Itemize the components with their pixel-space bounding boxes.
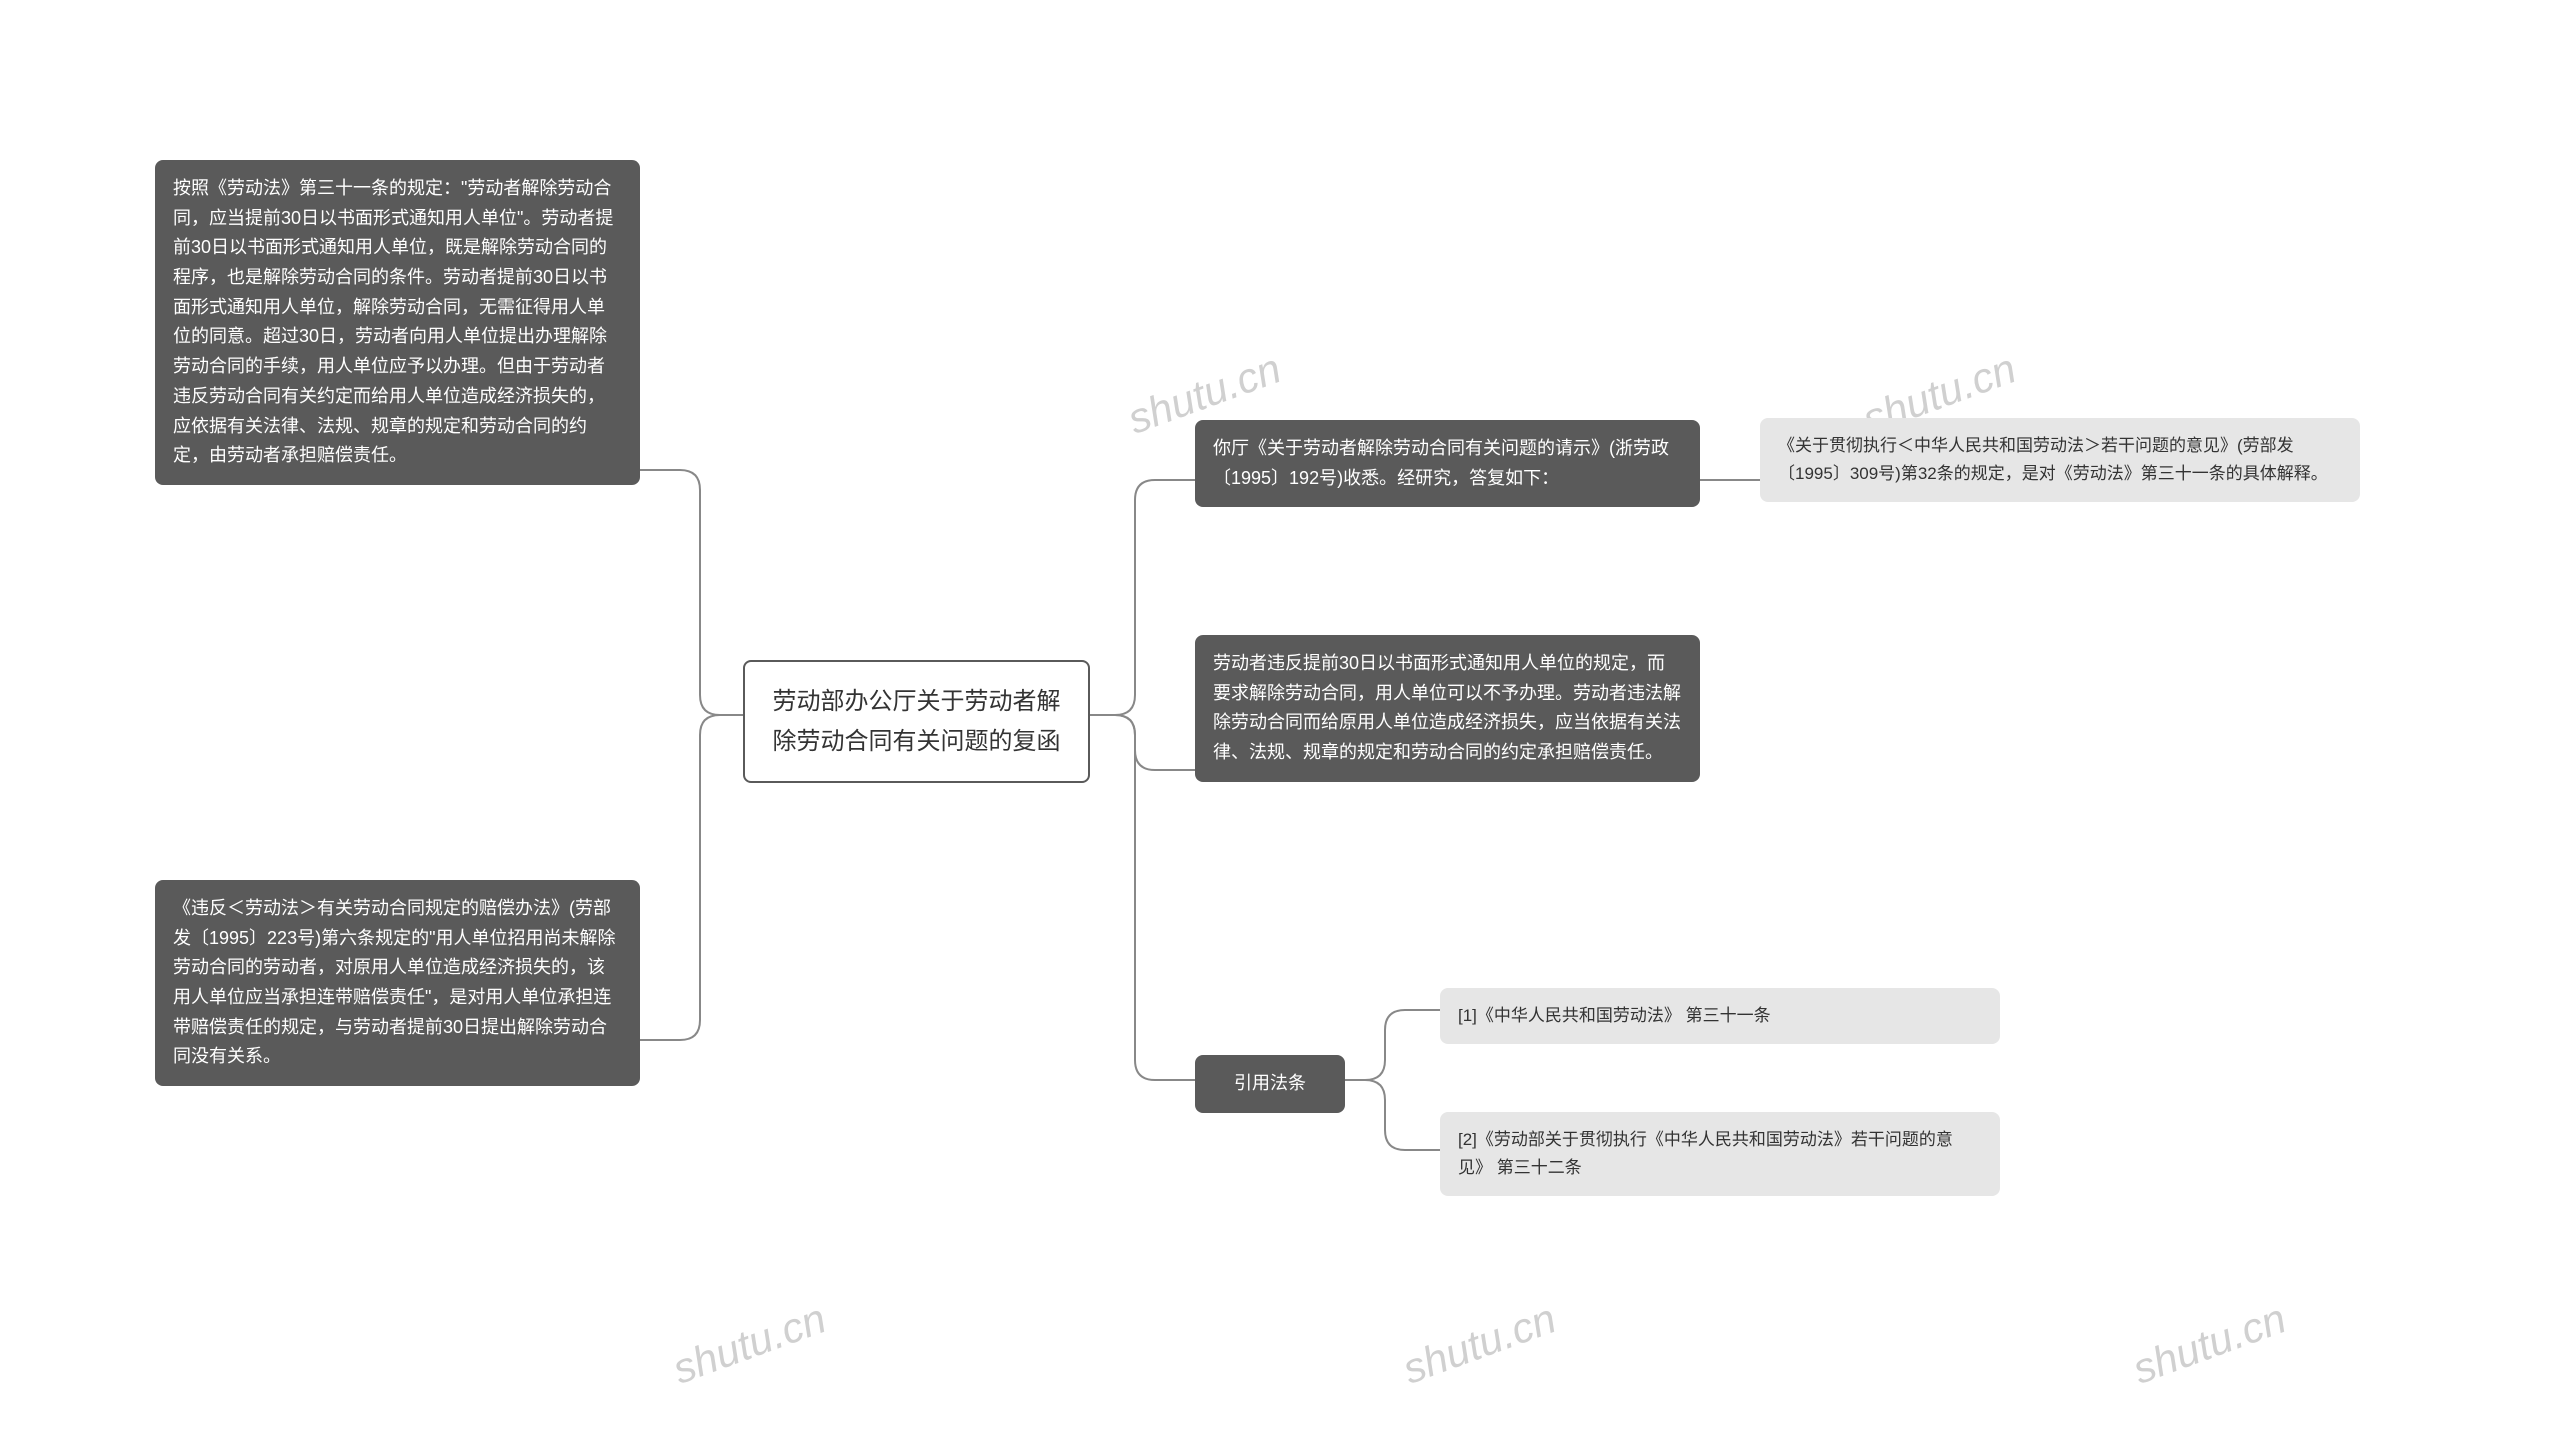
right-node-1-text: 你厅《关于劳动者解除劳动合同有关问题的请示》(浙劳政〔1995〕192号)收悉。… <box>1213 438 1669 488</box>
watermark: shutu.cn <box>2127 1294 2293 1393</box>
left-node-2-text: 《违反＜劳动法＞有关劳动合同规定的赔偿办法》(劳部发〔1995〕223号)第六条… <box>173 898 615 1066</box>
center-text: 劳动部办公厅关于劳动者解除劳动合同有关问题的复函 <box>773 688 1061 755</box>
right-node-2: 劳动者违反提前30日以书面形式通知用人单位的规定，而要求解除劳动合同，用人单位可… <box>1195 635 1700 782</box>
right-node-3-child-2: [2]《劳动部关于贯彻执行《中华人民共和国劳动法》若干问题的意见》 第三十二条 <box>1440 1112 2000 1196</box>
right-node-1-child-text: 《关于贯彻执行＜中华人民共和国劳动法＞若干问题的意见》(劳部发〔1995〕309… <box>1778 436 2328 483</box>
right-node-1: 你厅《关于劳动者解除劳动合同有关问题的请示》(浙劳政〔1995〕192号)收悉。… <box>1195 420 1700 507</box>
watermark: shutu.cn <box>1397 1294 1563 1393</box>
right-node-3-child-1-text: [1]《中华人民共和国劳动法》 第三十一条 <box>1458 1006 1771 1025</box>
right-node-3: 引用法条 <box>1195 1055 1345 1113</box>
right-node-3-text: 引用法条 <box>1234 1073 1306 1093</box>
left-node-1-text: 按照《劳动法》第三十一条的规定："劳动者解除劳动合同，应当提前30日以书面形式通… <box>173 178 613 465</box>
right-node-1-child: 《关于贯彻执行＜中华人民共和国劳动法＞若干问题的意见》(劳部发〔1995〕309… <box>1760 418 2360 502</box>
right-node-3-child-1: [1]《中华人民共和国劳动法》 第三十一条 <box>1440 988 2000 1044</box>
left-node-1: 按照《劳动法》第三十一条的规定："劳动者解除劳动合同，应当提前30日以书面形式通… <box>155 160 640 485</box>
left-node-2: 《违反＜劳动法＞有关劳动合同规定的赔偿办法》(劳部发〔1995〕223号)第六条… <box>155 880 640 1086</box>
watermark: shutu.cn <box>667 1294 833 1393</box>
right-node-3-child-2-text: [2]《劳动部关于贯彻执行《中华人民共和国劳动法》若干问题的意见》 第三十二条 <box>1458 1130 1953 1177</box>
center-node: 劳动部办公厅关于劳动者解除劳动合同有关问题的复函 <box>743 660 1090 783</box>
right-node-2-text: 劳动者违反提前30日以书面形式通知用人单位的规定，而要求解除劳动合同，用人单位可… <box>1213 653 1681 762</box>
